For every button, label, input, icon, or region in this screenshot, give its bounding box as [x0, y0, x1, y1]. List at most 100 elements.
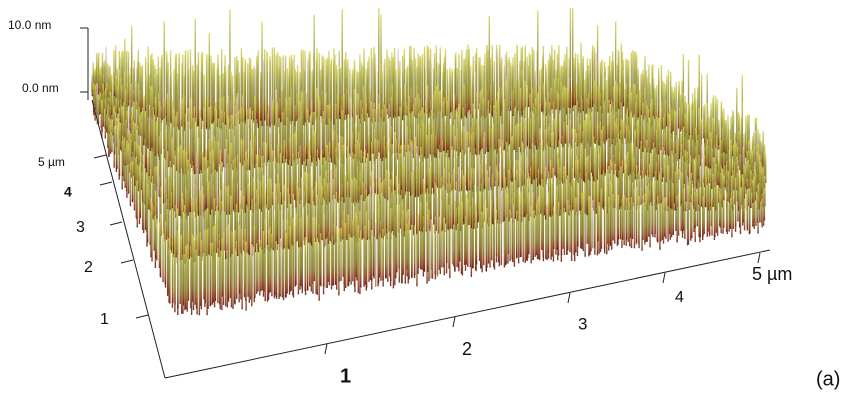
surface-spike [523, 118, 526, 185]
surface-spike [629, 179, 631, 247]
surface-spike [683, 188, 685, 231]
surface-spike [450, 183, 452, 229]
surface-spike [727, 114, 729, 187]
surface-spike [342, 95, 344, 159]
surface-spike [101, 52, 104, 93]
surface-spike [369, 185, 372, 241]
surface-spike [191, 111, 193, 168]
surface-spike [630, 52, 633, 112]
surface-spike [188, 193, 191, 260]
surface-spike [457, 128, 459, 224]
surface-spike [723, 108, 725, 153]
surface-spike [334, 54, 336, 165]
surface-spike [763, 150, 766, 198]
surface-spike [321, 150, 324, 205]
surface-spike [603, 61, 606, 106]
surface-spike [155, 69, 157, 122]
x-axis [164, 249, 771, 379]
surface-spike [531, 47, 534, 112]
surface-spike [136, 180, 138, 228]
surface-spike [674, 171, 677, 211]
surface-spike [364, 225, 366, 285]
surface-spike [318, 96, 320, 158]
surface-spike [272, 104, 274, 162]
surface-spike [421, 107, 423, 192]
surface-spike [463, 126, 465, 193]
x-label: 5 µm [752, 264, 792, 284]
surface-spike [609, 69, 611, 105]
surface-spike [739, 176, 741, 228]
surface-spike [706, 176, 708, 237]
surface-spike [519, 87, 522, 153]
surface-spike [641, 187, 643, 251]
surface-spike [119, 57, 121, 100]
surface-spike [687, 139, 690, 182]
surface-spike [663, 164, 666, 211]
surface-spike [696, 192, 698, 227]
surface-spike [263, 141, 265, 207]
surface-spike [661, 142, 663, 183]
surface-spike [537, 94, 539, 187]
surface-spike [694, 98, 696, 143]
surface-spike [708, 123, 710, 168]
surface-spike [600, 93, 602, 143]
surface-spike [526, 56, 528, 108]
surface-spike [749, 188, 751, 234]
surface-spike [91, 75, 93, 92]
surface-spike [99, 93, 101, 115]
surface-spike [196, 153, 198, 215]
surface-spike [357, 225, 359, 294]
surface-spike [365, 211, 368, 291]
surface-spike [190, 230, 193, 315]
surface-spike [257, 99, 260, 168]
surface-spike [499, 44, 501, 109]
surface-spike [359, 143, 361, 200]
surface-spike [276, 102, 279, 163]
surface-spike [715, 96, 717, 144]
surface-spike [612, 154, 615, 208]
surface-spike [292, 218, 295, 298]
surface-spike [566, 125, 569, 176]
surface-spike [326, 183, 329, 238]
surface-spike [627, 151, 629, 210]
surface-spike [393, 58, 396, 154]
surface-spike [333, 194, 335, 245]
surface-spike [531, 88, 533, 184]
surface-spike [706, 139, 709, 184]
surface-spike [182, 54, 184, 124]
surface-spike [748, 114, 750, 159]
surface-spike [373, 46, 375, 118]
surface-spike [349, 166, 351, 238]
surface-spike [571, 89, 573, 140]
surface-spike [501, 142, 504, 188]
surface-spike [119, 119, 122, 150]
surface-spike [620, 63, 623, 111]
y-label: 2 [84, 259, 93, 276]
surface-spike [449, 204, 451, 279]
surface-spike [243, 239, 246, 298]
surface-spike [289, 63, 291, 121]
surface-spike [209, 242, 212, 306]
surface-spike [335, 191, 338, 243]
surface-spike [273, 62, 276, 126]
surface-spike [684, 113, 686, 162]
surface-spike [97, 52, 100, 95]
surface-spike [543, 115, 545, 182]
surface-spike [410, 139, 412, 196]
surface-spike [389, 187, 391, 277]
surface-spike [259, 181, 262, 248]
surface-spike [489, 216, 491, 268]
surface-spike [232, 159, 235, 210]
surface-spike [476, 162, 478, 229]
surface-spike [478, 191, 481, 261]
surface-spike [487, 100, 490, 152]
surface-spike [343, 167, 345, 240]
surface-spike [719, 194, 721, 228]
surface-spike [383, 135, 386, 196]
surface-spike [672, 91, 674, 132]
surface-spike [629, 113, 632, 175]
surface-spike [294, 69, 296, 127]
surface-spike [403, 49, 406, 116]
surface-spike [421, 162, 424, 233]
